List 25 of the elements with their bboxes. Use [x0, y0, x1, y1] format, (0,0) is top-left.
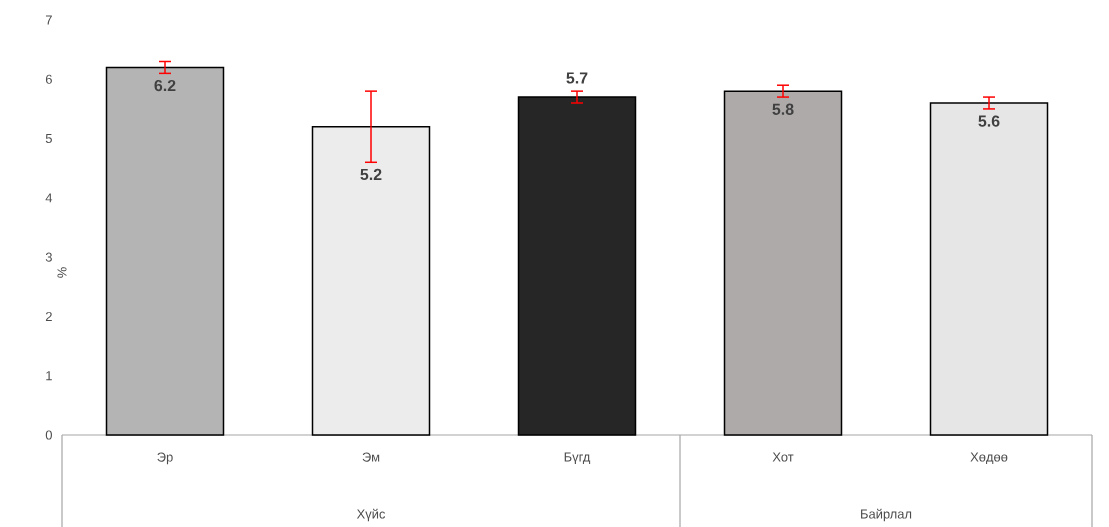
text: Хүйс	[356, 508, 386, 522]
y-tick-label: 3	[45, 252, 52, 262]
text: Байрлал	[861, 508, 912, 522]
bar	[517, 96, 637, 436]
bar	[105, 66, 225, 436]
data-label: 5.6	[978, 115, 1000, 127]
x-tick-label: Хөдөө	[970, 452, 1008, 465]
bar	[311, 125, 431, 436]
y-tick-label: 7	[45, 15, 52, 25]
data-label: 5.2	[360, 168, 382, 181]
x-tick-label: Бүгд	[564, 452, 591, 465]
x-tick-label: Хот	[772, 452, 794, 462]
y-tick-label: 2	[45, 311, 52, 321]
y-tick-label: 4	[45, 193, 53, 203]
y-tick-label: 0	[45, 430, 52, 440]
y-tick-label: 5	[45, 134, 52, 144]
bar	[929, 102, 1049, 436]
y-tick-label: 1	[46, 371, 52, 381]
data-label: 5.7	[566, 72, 588, 84]
x-tick-label: Эр	[157, 452, 173, 465]
data-label: 6.2	[154, 79, 176, 92]
y-axis-title: %	[57, 267, 67, 278]
data-label: 5.8	[772, 103, 794, 115]
x-tick-label: Эм	[362, 452, 380, 462]
y-tick-label: 6	[45, 74, 52, 84]
